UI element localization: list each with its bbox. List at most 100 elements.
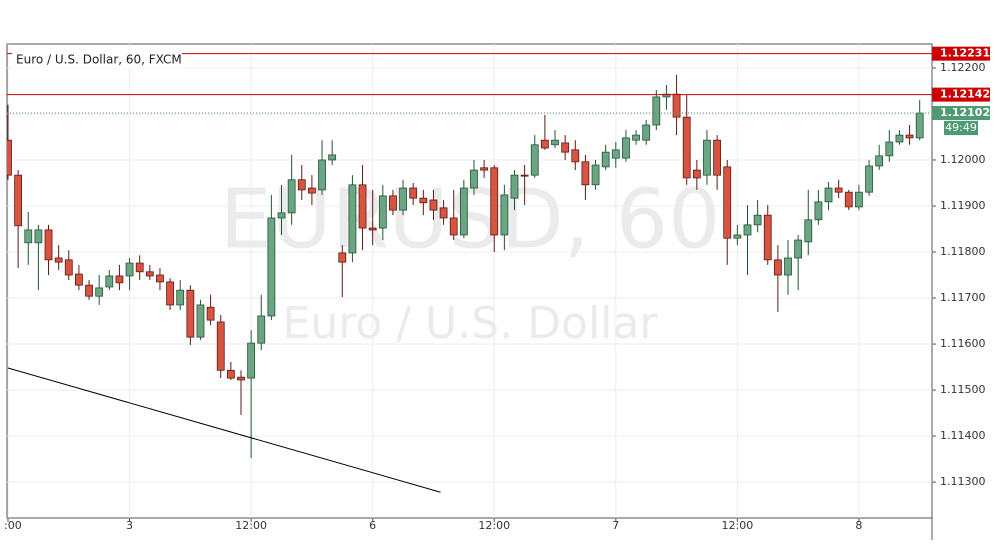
candle-body bbox=[297, 179, 306, 191]
y-tick-label: 1.11500 bbox=[940, 383, 986, 396]
candle-body bbox=[358, 184, 367, 229]
candle-body bbox=[429, 199, 438, 211]
candle-body bbox=[419, 197, 428, 204]
countdown: 49:49 bbox=[945, 121, 977, 134]
candle-body bbox=[571, 149, 580, 163]
candle-body bbox=[459, 187, 468, 236]
x-tick-label: 6 bbox=[369, 519, 376, 532]
watermark-subtitle: Euro / U.S. Dollar bbox=[283, 298, 659, 349]
price-line-label-bg bbox=[932, 87, 990, 102]
candle-body bbox=[875, 155, 884, 167]
candle-body bbox=[378, 195, 387, 229]
candle-body bbox=[773, 259, 782, 276]
candle-body bbox=[622, 137, 630, 159]
candle-body bbox=[287, 179, 296, 214]
candle-body bbox=[318, 159, 326, 191]
candle-body bbox=[24, 229, 33, 244]
candle-body bbox=[135, 262, 144, 273]
candle-body bbox=[328, 154, 337, 161]
candle-body bbox=[54, 257, 63, 263]
candle-body bbox=[389, 195, 397, 211]
chart-title: Euro / U.S. Dollar, 60, FXCM bbox=[16, 53, 182, 67]
candle-body bbox=[490, 167, 499, 236]
x-tick-label: :00 bbox=[4, 519, 22, 532]
candle-body bbox=[753, 214, 762, 226]
last-price-label-bg bbox=[932, 106, 990, 121]
candle-body bbox=[824, 187, 833, 203]
candle-body bbox=[75, 273, 83, 286]
candle-body bbox=[247, 342, 256, 379]
candle-body bbox=[307, 187, 316, 194]
candle-body bbox=[186, 289, 195, 338]
candle-body bbox=[409, 187, 418, 199]
candle-body bbox=[14, 174, 23, 227]
candle-body bbox=[439, 207, 448, 219]
candle-body bbox=[237, 376, 245, 381]
last-price-label: 1.12102 bbox=[940, 106, 990, 119]
candle-body bbox=[145, 271, 154, 277]
price-line-label-bg bbox=[932, 46, 990, 61]
candle-body bbox=[257, 315, 266, 344]
candle-body bbox=[338, 252, 347, 263]
y-tick-label: 1.11900 bbox=[940, 199, 986, 212]
candle-body bbox=[834, 187, 843, 193]
plot-frame bbox=[6, 43, 933, 519]
candle-body bbox=[784, 257, 792, 276]
x-tick-label: 3 bbox=[126, 519, 133, 532]
candle-body bbox=[743, 224, 752, 236]
candle-body bbox=[703, 139, 711, 176]
trendline bbox=[7, 367, 441, 493]
candle-body bbox=[561, 142, 570, 153]
candle-body bbox=[125, 262, 134, 277]
candle-body bbox=[713, 139, 721, 176]
candle-body bbox=[844, 191, 853, 208]
candle-body bbox=[804, 219, 813, 243]
candle-body bbox=[814, 201, 823, 221]
candle-body bbox=[470, 169, 478, 189]
candle-body bbox=[226, 369, 235, 379]
candle-body bbox=[44, 229, 53, 261]
candle-body bbox=[652, 96, 661, 126]
candle-body bbox=[540, 139, 549, 149]
candle-body bbox=[64, 259, 73, 276]
y-tick-label: 1.11600 bbox=[940, 337, 986, 350]
x-tick-label: 12:00 bbox=[478, 519, 510, 532]
candle-body bbox=[480, 167, 489, 171]
price-line-label: 1.12142 bbox=[940, 88, 990, 101]
candle-body bbox=[885, 141, 894, 157]
candle-body bbox=[500, 194, 509, 236]
x-tick-label: 12:00 bbox=[722, 519, 754, 532]
candle-body bbox=[794, 239, 803, 259]
candle-body bbox=[85, 284, 93, 297]
x-tick-label: 7 bbox=[612, 519, 619, 532]
candle-body bbox=[551, 139, 559, 146]
candle-body bbox=[733, 234, 742, 239]
title-bg bbox=[12, 52, 182, 68]
y-tick-label: 1.11400 bbox=[940, 429, 986, 442]
candle-body bbox=[156, 274, 164, 283]
x-tick-label: 8 bbox=[855, 519, 862, 532]
candle-body bbox=[115, 275, 124, 284]
candle-body bbox=[855, 191, 863, 208]
candle-body bbox=[399, 187, 407, 211]
y-tick-label: 1.11300 bbox=[940, 475, 986, 488]
candle-body bbox=[105, 275, 114, 288]
candle-body bbox=[763, 214, 772, 261]
candle-body bbox=[601, 151, 610, 168]
candle-body bbox=[166, 281, 174, 306]
candle-body bbox=[530, 144, 539, 176]
candle-body bbox=[723, 166, 732, 239]
candle-body bbox=[449, 217, 458, 236]
countdown-bg bbox=[944, 121, 978, 136]
candle-body bbox=[591, 164, 600, 186]
candle-body bbox=[632, 134, 640, 141]
candle-body bbox=[216, 321, 225, 371]
candle-body bbox=[581, 161, 590, 186]
candle-body bbox=[196, 304, 205, 338]
candle-body bbox=[915, 112, 924, 139]
candle-body bbox=[206, 306, 215, 321]
y-tick-label: 1.12000 bbox=[940, 153, 986, 166]
candle-body bbox=[692, 169, 701, 179]
candle-body bbox=[176, 289, 185, 306]
